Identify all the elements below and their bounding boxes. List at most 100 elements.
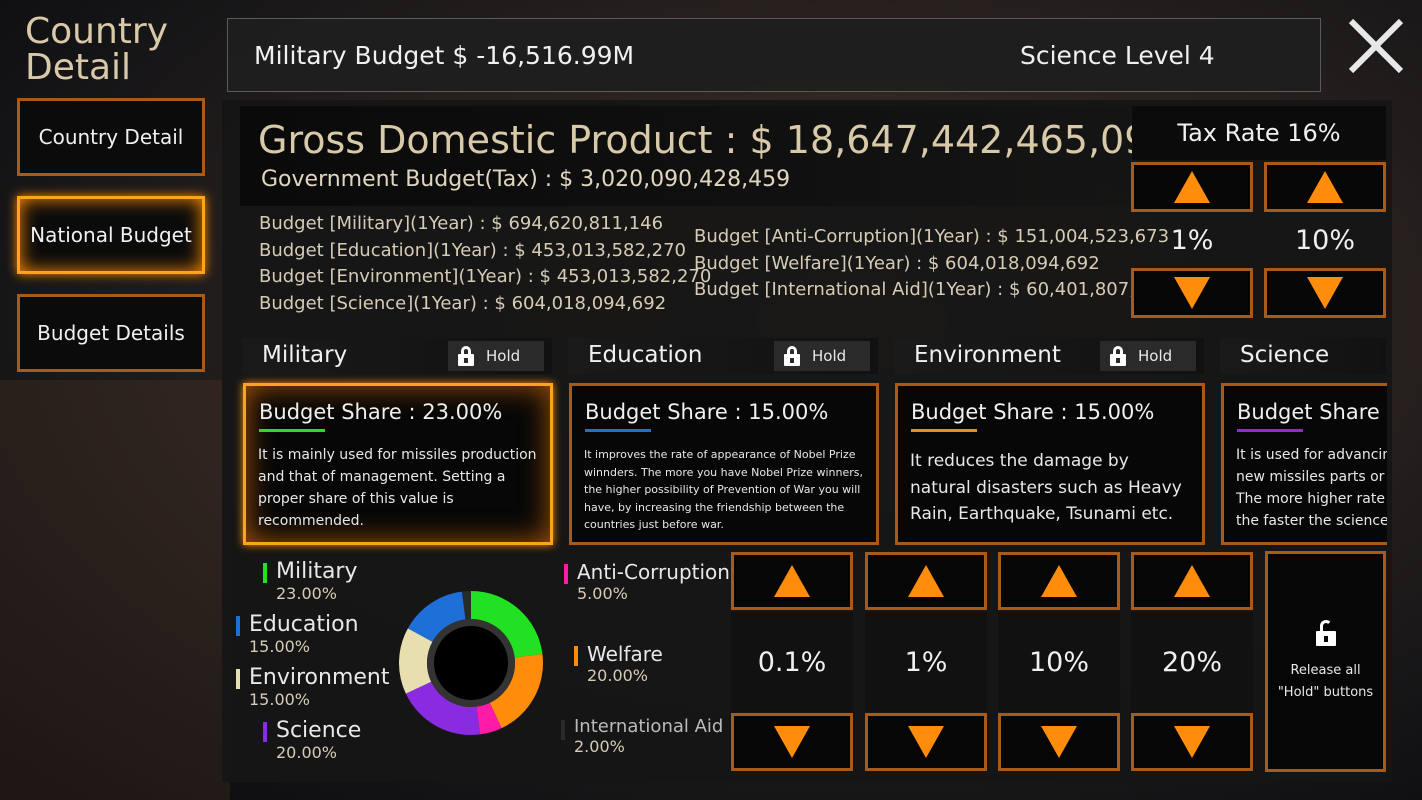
- gdp-panel: [240, 106, 1130, 206]
- hold-label: Hold: [812, 347, 847, 365]
- page-title: Country Detail: [25, 11, 169, 88]
- budget-list-left: Budget [Military](1Year) : $ 694,620,811…: [259, 211, 711, 317]
- hold-military-button[interactable]: Hold: [448, 341, 544, 371]
- legend-education: Education 15.00%: [236, 612, 359, 656]
- arrow-up-icon: [908, 565, 944, 597]
- budget-share-text: Budget Share : 23.00%: [259, 400, 503, 424]
- gdp-text: Gross Domestic Product : $ 18,647,442,46…: [258, 118, 1173, 162]
- category-header-military: Military Hold: [242, 338, 552, 374]
- release-all-hold-button[interactable]: Release all "Hold" buttons: [1265, 551, 1386, 772]
- legend-name: Military: [276, 559, 358, 584]
- nav-budget-details-button[interactable]: Budget Details: [17, 294, 205, 372]
- donut-slice-science: [405, 681, 481, 735]
- category-description: It is mainly used for missiles productio…: [258, 447, 537, 529]
- donut-slice-military: [471, 591, 543, 658]
- donut-slice-anti-corruption: [476, 702, 502, 735]
- category-header-education: Education Hold: [568, 338, 878, 374]
- legend-percent: 5.00%: [577, 584, 628, 603]
- category-description: It is used for advancing new missiles pa…: [1236, 447, 1387, 529]
- category-card-environment[interactable]: Budget Share : 15.00% It reduces the dam…: [895, 383, 1205, 545]
- legend-name: Education: [249, 612, 359, 637]
- arrow-down-icon: [1041, 726, 1077, 758]
- legend-international-aid: International Aid 2.00%: [561, 716, 724, 756]
- donut-hole: [434, 626, 508, 700]
- category-name: Military: [262, 342, 348, 368]
- nav-country-detail-button[interactable]: Country Detail: [17, 98, 205, 176]
- tax-decrease-10-button[interactable]: [1264, 268, 1386, 318]
- legend-anti-corruption: Anti-Corruption 5.00%: [564, 560, 730, 603]
- category-description: It improves the rate of appearance of No…: [584, 448, 863, 531]
- category-description: It reduces the damage by natural disaste…: [910, 451, 1182, 524]
- lock-icon: [458, 346, 474, 366]
- category-color-bar: [259, 429, 325, 432]
- release-label-line-2: "Hold" buttons: [1277, 684, 1374, 700]
- increase-10-button[interactable]: [998, 552, 1120, 610]
- legend-science: Science 20.00%: [263, 718, 362, 762]
- legend-percent: 23.00%: [276, 584, 338, 603]
- budget-education-line: Budget [Education](1Year) : $ 453,013,58…: [259, 239, 686, 261]
- budget-list-right: Budget [Anti-Corruption](1Year) : $ 151,…: [694, 224, 1169, 304]
- arrow-up-icon: [774, 565, 810, 597]
- budget-science-line: Budget [Science](1Year) : $ 604,018,094,…: [259, 292, 667, 314]
- arrow-up-icon: [1174, 171, 1210, 203]
- legend-percent: 15.00%: [249, 637, 311, 656]
- arrow-down-icon: [774, 726, 810, 758]
- increase-1-button[interactable]: [865, 552, 987, 610]
- legend-name: Welfare: [587, 642, 663, 666]
- legend-name: International Aid: [574, 716, 724, 737]
- tax-rate-label: Tax Rate 16%: [1132, 106, 1386, 160]
- category-header-environment: Environment Hold: [894, 338, 1204, 374]
- arrow-down-icon: [1307, 277, 1343, 309]
- unlock-icon: [1315, 619, 1336, 646]
- top-info-bar: Military Budget $ -16,516.99M Science Le…: [227, 18, 1321, 92]
- arrow-down-icon: [1174, 726, 1210, 758]
- legend-percent: 20.00%: [276, 743, 338, 762]
- category-name: Education: [588, 342, 703, 368]
- legend-military: Military 23.00%: [263, 559, 358, 603]
- arrow-down-icon: [1174, 277, 1210, 309]
- category-card-science[interactable]: Budget Share : It is used for advancing …: [1221, 383, 1387, 545]
- step-0.1: 0.1%: [731, 612, 853, 712]
- legend-marker: [236, 616, 240, 636]
- budget-military-line: Budget [Military](1Year) : $ 694,620,811…: [259, 213, 664, 234]
- category-color-bar: [911, 429, 977, 432]
- category-color-bar: [1237, 429, 1303, 432]
- lock-icon: [784, 346, 800, 366]
- tax-step-10: 10%: [1294, 224, 1355, 256]
- legend-marker: [263, 563, 267, 583]
- close-icon[interactable]: [1345, 15, 1407, 77]
- legend-marker: [263, 722, 267, 742]
- legend-welfare: Welfare 20.00%: [574, 642, 663, 685]
- budget-environment-line: Budget [Environment](1Year) : $ 453,013,…: [259, 266, 712, 287]
- legend-percent: 2.00%: [574, 737, 625, 756]
- tax-decrease-1-button[interactable]: [1131, 268, 1253, 318]
- hold-environment-button[interactable]: Hold: [1100, 341, 1196, 371]
- tax-increase-1-button[interactable]: [1131, 162, 1253, 212]
- donut-slice-welfare: [489, 653, 543, 729]
- category-color-bar: [585, 429, 651, 432]
- legend-marker: [574, 646, 578, 666]
- budget-international-aid-line: Budget [International Aid](1Year) : $ 60…: [694, 279, 1170, 300]
- step-10: 10%: [998, 612, 1120, 712]
- increase-0.1-button[interactable]: [731, 552, 853, 610]
- decrease-20-button[interactable]: [1131, 713, 1253, 771]
- tax-step-1: 1%: [1170, 224, 1214, 256]
- tax-increase-10-button[interactable]: [1264, 162, 1386, 212]
- budget-donut-chart: [399, 591, 543, 735]
- decrease-1-button[interactable]: [865, 713, 987, 771]
- nav-national-budget-button[interactable]: National Budget: [17, 196, 205, 274]
- legend-marker: [561, 720, 565, 740]
- background-glow: [0, 380, 230, 800]
- category-header-science: Science: [1220, 338, 1386, 374]
- category-card-military[interactable]: Budget Share : 23.00% It is mainly used …: [243, 383, 553, 545]
- lock-icon: [1110, 346, 1126, 366]
- decrease-0.1-button[interactable]: [731, 713, 853, 771]
- legend-name: Environment: [249, 665, 390, 690]
- military-budget-text: Military Budget $ -16,516.99M: [254, 41, 635, 70]
- legend-marker: [236, 669, 240, 689]
- increase-20-button[interactable]: [1131, 552, 1253, 610]
- hold-education-button[interactable]: Hold: [774, 341, 870, 371]
- category-card-education[interactable]: Budget Share : 15.00% It improves the ra…: [569, 383, 879, 545]
- legend-name: Science: [276, 718, 362, 743]
- decrease-10-button[interactable]: [998, 713, 1120, 771]
